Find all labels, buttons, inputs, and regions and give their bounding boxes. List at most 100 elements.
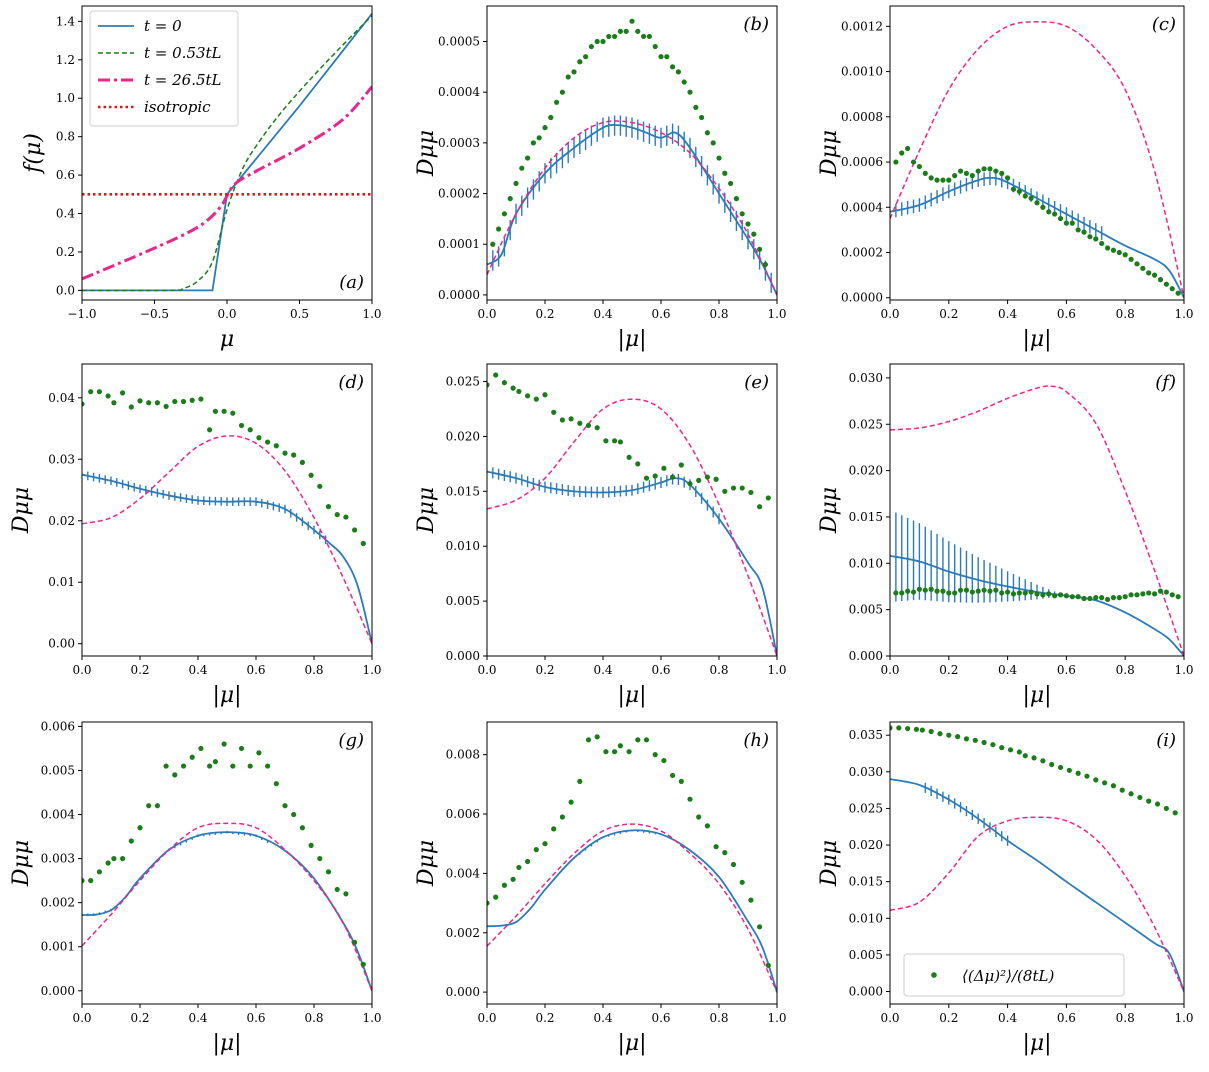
data-point (946, 732, 952, 738)
x-tick-label: 0.6 (1057, 663, 1076, 677)
data-point (360, 961, 366, 967)
axes-frame (889, 5, 1185, 301)
legend: ⟨(Δμ)²⟩/(8tL) (903, 953, 1125, 997)
data-point (1087, 234, 1093, 240)
data-point (934, 177, 940, 183)
series-solid (82, 831, 372, 992)
data-point (207, 427, 213, 433)
data-point (96, 389, 102, 395)
x-tick-label: 1.0 (1174, 307, 1193, 321)
data-point (510, 876, 516, 882)
data-point (542, 125, 548, 131)
data-point (1040, 204, 1046, 210)
data-point (748, 489, 754, 496)
legend-marker (931, 972, 937, 978)
plot-area (82, 13, 372, 292)
x-axis-label: |μ| (212, 683, 241, 708)
plot-area (890, 725, 1184, 992)
y-tick-label: 0.000 (849, 985, 883, 999)
data-point (751, 231, 757, 237)
data-point (1163, 281, 1169, 287)
plot-area (82, 741, 372, 992)
data-point (1169, 592, 1175, 598)
data-point (501, 211, 507, 217)
data-point (487, 900, 490, 906)
axes-frame (486, 363, 778, 657)
x-tick-label: 0.6 (246, 663, 265, 677)
y-tick-label: 0.0010 (841, 65, 883, 79)
series-dashed (890, 385, 1184, 656)
y-tick-label: 1.4 (56, 14, 75, 28)
y-axis-label: Dμμ (414, 487, 439, 534)
x-tick-label: 1.0 (767, 1011, 786, 1025)
y-tick-label: 0.025 (446, 375, 480, 389)
data-point (282, 803, 288, 809)
data-point (559, 417, 566, 423)
data-point (981, 166, 987, 172)
data-point (1016, 749, 1022, 755)
x-tick-label: 0.6 (651, 307, 670, 321)
y-tick-label: 0.0000 (438, 288, 480, 302)
data-point (137, 398, 143, 404)
data-point (1081, 595, 1087, 602)
data-point (1046, 591, 1052, 597)
series-t053 (82, 15, 372, 292)
data-point (256, 750, 262, 756)
data-point (765, 962, 771, 969)
data-point (905, 725, 911, 732)
data-point (713, 844, 719, 850)
data-point (1128, 791, 1134, 797)
panel-2: 0.0 0.2 0.4 0.6 0.8 1.0 0.0000 0.0002 0.0004 0.00… (817, 5, 1194, 352)
data-point (678, 778, 684, 784)
y-tick-label: 0.035 (849, 728, 883, 742)
x-tick-label: −1.0 (67, 307, 96, 321)
y-tick-label: 0.025 (849, 801, 883, 815)
y-tick-label: 0.030 (849, 765, 883, 779)
data-point (594, 425, 600, 431)
legend-label: t = 0 (144, 17, 182, 35)
data-point (952, 173, 958, 179)
data-point (154, 400, 160, 406)
data-point (291, 811, 297, 818)
data-point (1052, 593, 1058, 599)
data-point (612, 438, 618, 444)
plot-area (487, 18, 777, 296)
data-point (1057, 764, 1064, 771)
data-point (493, 894, 499, 900)
data-point (120, 855, 126, 862)
data-point (551, 826, 557, 832)
data-point (146, 400, 152, 406)
data-point (617, 743, 624, 749)
data-point (490, 241, 496, 247)
y-axis-label: f(μ) (21, 133, 46, 175)
y-tick-label: 0.0004 (841, 200, 883, 214)
panel-label: (c) (1152, 14, 1176, 35)
x-tick-label: 0.2 (535, 1011, 554, 1025)
data-point (910, 159, 917, 165)
data-point (1075, 770, 1081, 776)
data-point (993, 168, 999, 174)
data-point (739, 879, 745, 885)
data-point (893, 590, 899, 596)
y-tick-label: 0.004 (446, 866, 481, 880)
y-tick-label: 0.005 (446, 594, 480, 608)
data-point (516, 388, 522, 395)
data-point (635, 737, 641, 743)
data-point (981, 587, 987, 593)
y-axis-label: Dμμ (817, 487, 842, 534)
data-point (533, 396, 539, 402)
x-tick-label: 0.2 (939, 663, 958, 677)
data-point (940, 177, 946, 183)
data-point (1116, 249, 1122, 256)
y-tick-label: 0.0006 (841, 155, 883, 169)
data-point (696, 477, 702, 483)
y-tick-label: 0.006 (446, 807, 480, 821)
data-point (352, 527, 358, 533)
series-dashed (487, 120, 777, 296)
data-point (670, 64, 676, 70)
data-point (652, 752, 658, 758)
panel-label: (b) (743, 14, 769, 35)
data-point (687, 89, 693, 95)
data-point (533, 847, 539, 853)
